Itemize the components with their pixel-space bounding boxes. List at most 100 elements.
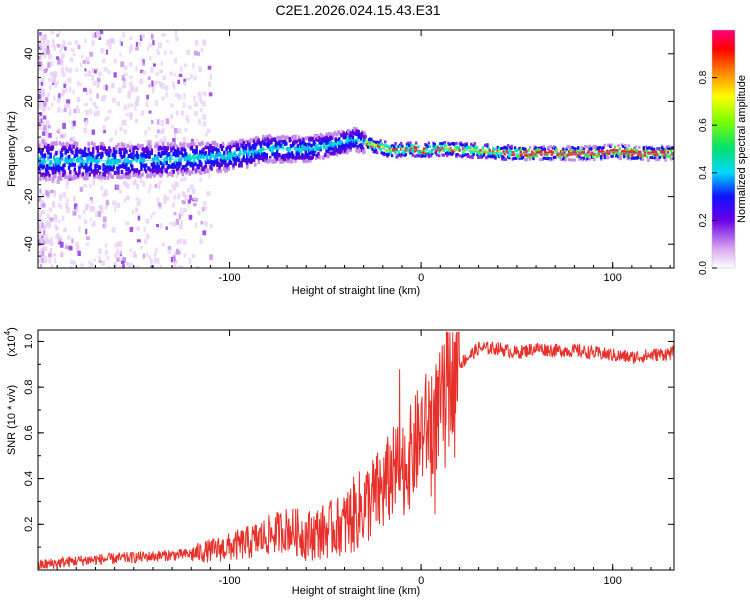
- heatmap-band-cell: [666, 154, 670, 158]
- heatmap-band-cell: [255, 150, 258, 155]
- heatmap-band-cell: [171, 143, 174, 148]
- heatmap-band-cell: [55, 141, 58, 146]
- heatmap-noise-cell: [152, 87, 155, 94]
- heatmap-noise-cell: [123, 198, 127, 203]
- heatmap-band-cell: [411, 153, 414, 157]
- heatmap-band-cell: [573, 147, 577, 151]
- heatmap-band-cell: [270, 138, 273, 143]
- heatmap-noise-cell: [154, 252, 157, 258]
- heatmap-band-cell: [211, 153, 214, 158]
- heatmap-band-cell: [47, 155, 50, 160]
- heatmap-noise-cell: [135, 47, 139, 51]
- heatmap-noise-cell: [58, 128, 61, 132]
- heatmap-band-cell: [56, 156, 59, 161]
- heatmap-band-cell: [386, 145, 389, 149]
- heatmap-noise-cell: [90, 197, 93, 201]
- heatmap-band-cell: [500, 146, 503, 150]
- heatmap-noise-cell: [54, 82, 58, 88]
- snr-x-tick-label: 100: [604, 575, 622, 587]
- heatmap-noise-cell: [66, 183, 69, 189]
- heatmap-noise-cell: [145, 252, 149, 257]
- heatmap-band-cell: [374, 144, 378, 148]
- heatmap-band-cell: [70, 146, 73, 151]
- heatmap-band-cell: [262, 157, 265, 162]
- heatmap-noise-cell: [195, 138, 199, 143]
- heatmap-noise-cell: [194, 101, 198, 107]
- colorbar-label: Normalized spectral amplitude: [736, 75, 748, 223]
- heatmap-band-cell: [662, 147, 665, 151]
- heatmap-band-cell: [518, 146, 521, 150]
- heatmap-band-cell: [473, 142, 477, 146]
- heatmap-noise-cell: [49, 247, 53, 253]
- heatmap-noise-cell: [41, 251, 45, 257]
- heatmap-noise-cell: [84, 73, 88, 77]
- heatmap-band-cell: [232, 163, 235, 168]
- heatmap-band-cell: [181, 153, 185, 158]
- heatmap-band-cell: [274, 140, 278, 145]
- heatmap-band-cell: [166, 141, 170, 146]
- heatmap-band-cell: [105, 151, 109, 156]
- heatmap-band-cell: [666, 150, 670, 154]
- heatmap-noise-cell: [91, 40, 95, 46]
- heatmap-band-cell: [460, 143, 464, 147]
- heatmap-noise-cell: [94, 174, 98, 179]
- heatmap-band-cell: [544, 156, 548, 160]
- heatmap-noise-cell: [38, 226, 43, 233]
- heatmap-noise-cell: [42, 131, 46, 136]
- heatmap-band-cell: [185, 163, 188, 168]
- heatmap-noise-cell: [96, 83, 100, 87]
- colorbar-tick-label: 0.2: [698, 213, 709, 227]
- heatmap-noise-cell: [66, 99, 71, 105]
- heatmap-band-cell: [582, 150, 586, 154]
- heatmap-noise-cell: [52, 253, 56, 257]
- heatmap-noise-cell: [60, 134, 65, 139]
- heatmap-noise-cell: [184, 128, 188, 132]
- heatmap-band-cell: [75, 147, 79, 152]
- heatmap-noise-cell: [134, 105, 137, 111]
- heatmap-band-cell: [113, 155, 117, 160]
- heatmap-band-cell: [215, 160, 218, 165]
- heatmap-noise-cell: [194, 50, 198, 56]
- heatmap-noise-cell: [155, 99, 159, 106]
- heatmap-band-cell: [390, 154, 394, 158]
- heatmap-noise-cell: [157, 119, 160, 125]
- heatmap-noise-cell: [66, 103, 70, 109]
- heatmap-band-cell: [57, 164, 60, 169]
- heatmap-band-cell: [134, 172, 137, 177]
- heatmap-noise-cell: [195, 165, 198, 169]
- heatmap-band-cell: [46, 168, 49, 173]
- heatmap-band-cell: [204, 164, 208, 169]
- heatmap-band-cell: [457, 146, 460, 150]
- heatmap-band-cell: [38, 143, 41, 148]
- heatmap-noise-cell: [57, 106, 61, 113]
- heatmap-band-cell: [271, 152, 274, 157]
- heatmap-band-cell: [658, 155, 662, 159]
- heatmap-band-cell: [236, 143, 240, 148]
- heatmap-noise-cell: [59, 241, 64, 248]
- heatmap-noise-cell: [39, 239, 43, 246]
- heatmap-noise-cell: [77, 250, 81, 257]
- spectrogram-x-tick-label: -100: [219, 272, 241, 284]
- heatmap-noise-cell: [101, 260, 106, 266]
- heatmap-noise-cell: [118, 189, 122, 194]
- heatmap-band-cell: [108, 153, 111, 158]
- heatmap-band-cell: [605, 153, 609, 157]
- heatmap-band-cell: [195, 150, 198, 155]
- heatmap-band-cell: [458, 154, 462, 158]
- heatmap-noise-cell: [123, 182, 128, 186]
- heatmap-band-cell: [42, 157, 45, 162]
- heatmap-band-cell: [478, 152, 481, 156]
- heatmap-noise-cell: [148, 110, 152, 114]
- snr-y-tick-label: 0.2: [23, 517, 35, 532]
- heatmap-band-cell: [294, 158, 297, 163]
- heatmap-band-cell: [164, 146, 167, 151]
- heatmap-band-cell: [75, 149, 79, 154]
- heatmap-noise-cell: [125, 261, 130, 267]
- heatmap-band-cell: [497, 147, 501, 151]
- heatmap-band-cell: [105, 169, 109, 174]
- colorbar-tick-label: 0.6: [698, 118, 709, 132]
- heatmap-band-cell: [187, 144, 190, 149]
- heatmap-band-cell: [379, 139, 382, 143]
- heatmap-band-cell: [183, 168, 187, 173]
